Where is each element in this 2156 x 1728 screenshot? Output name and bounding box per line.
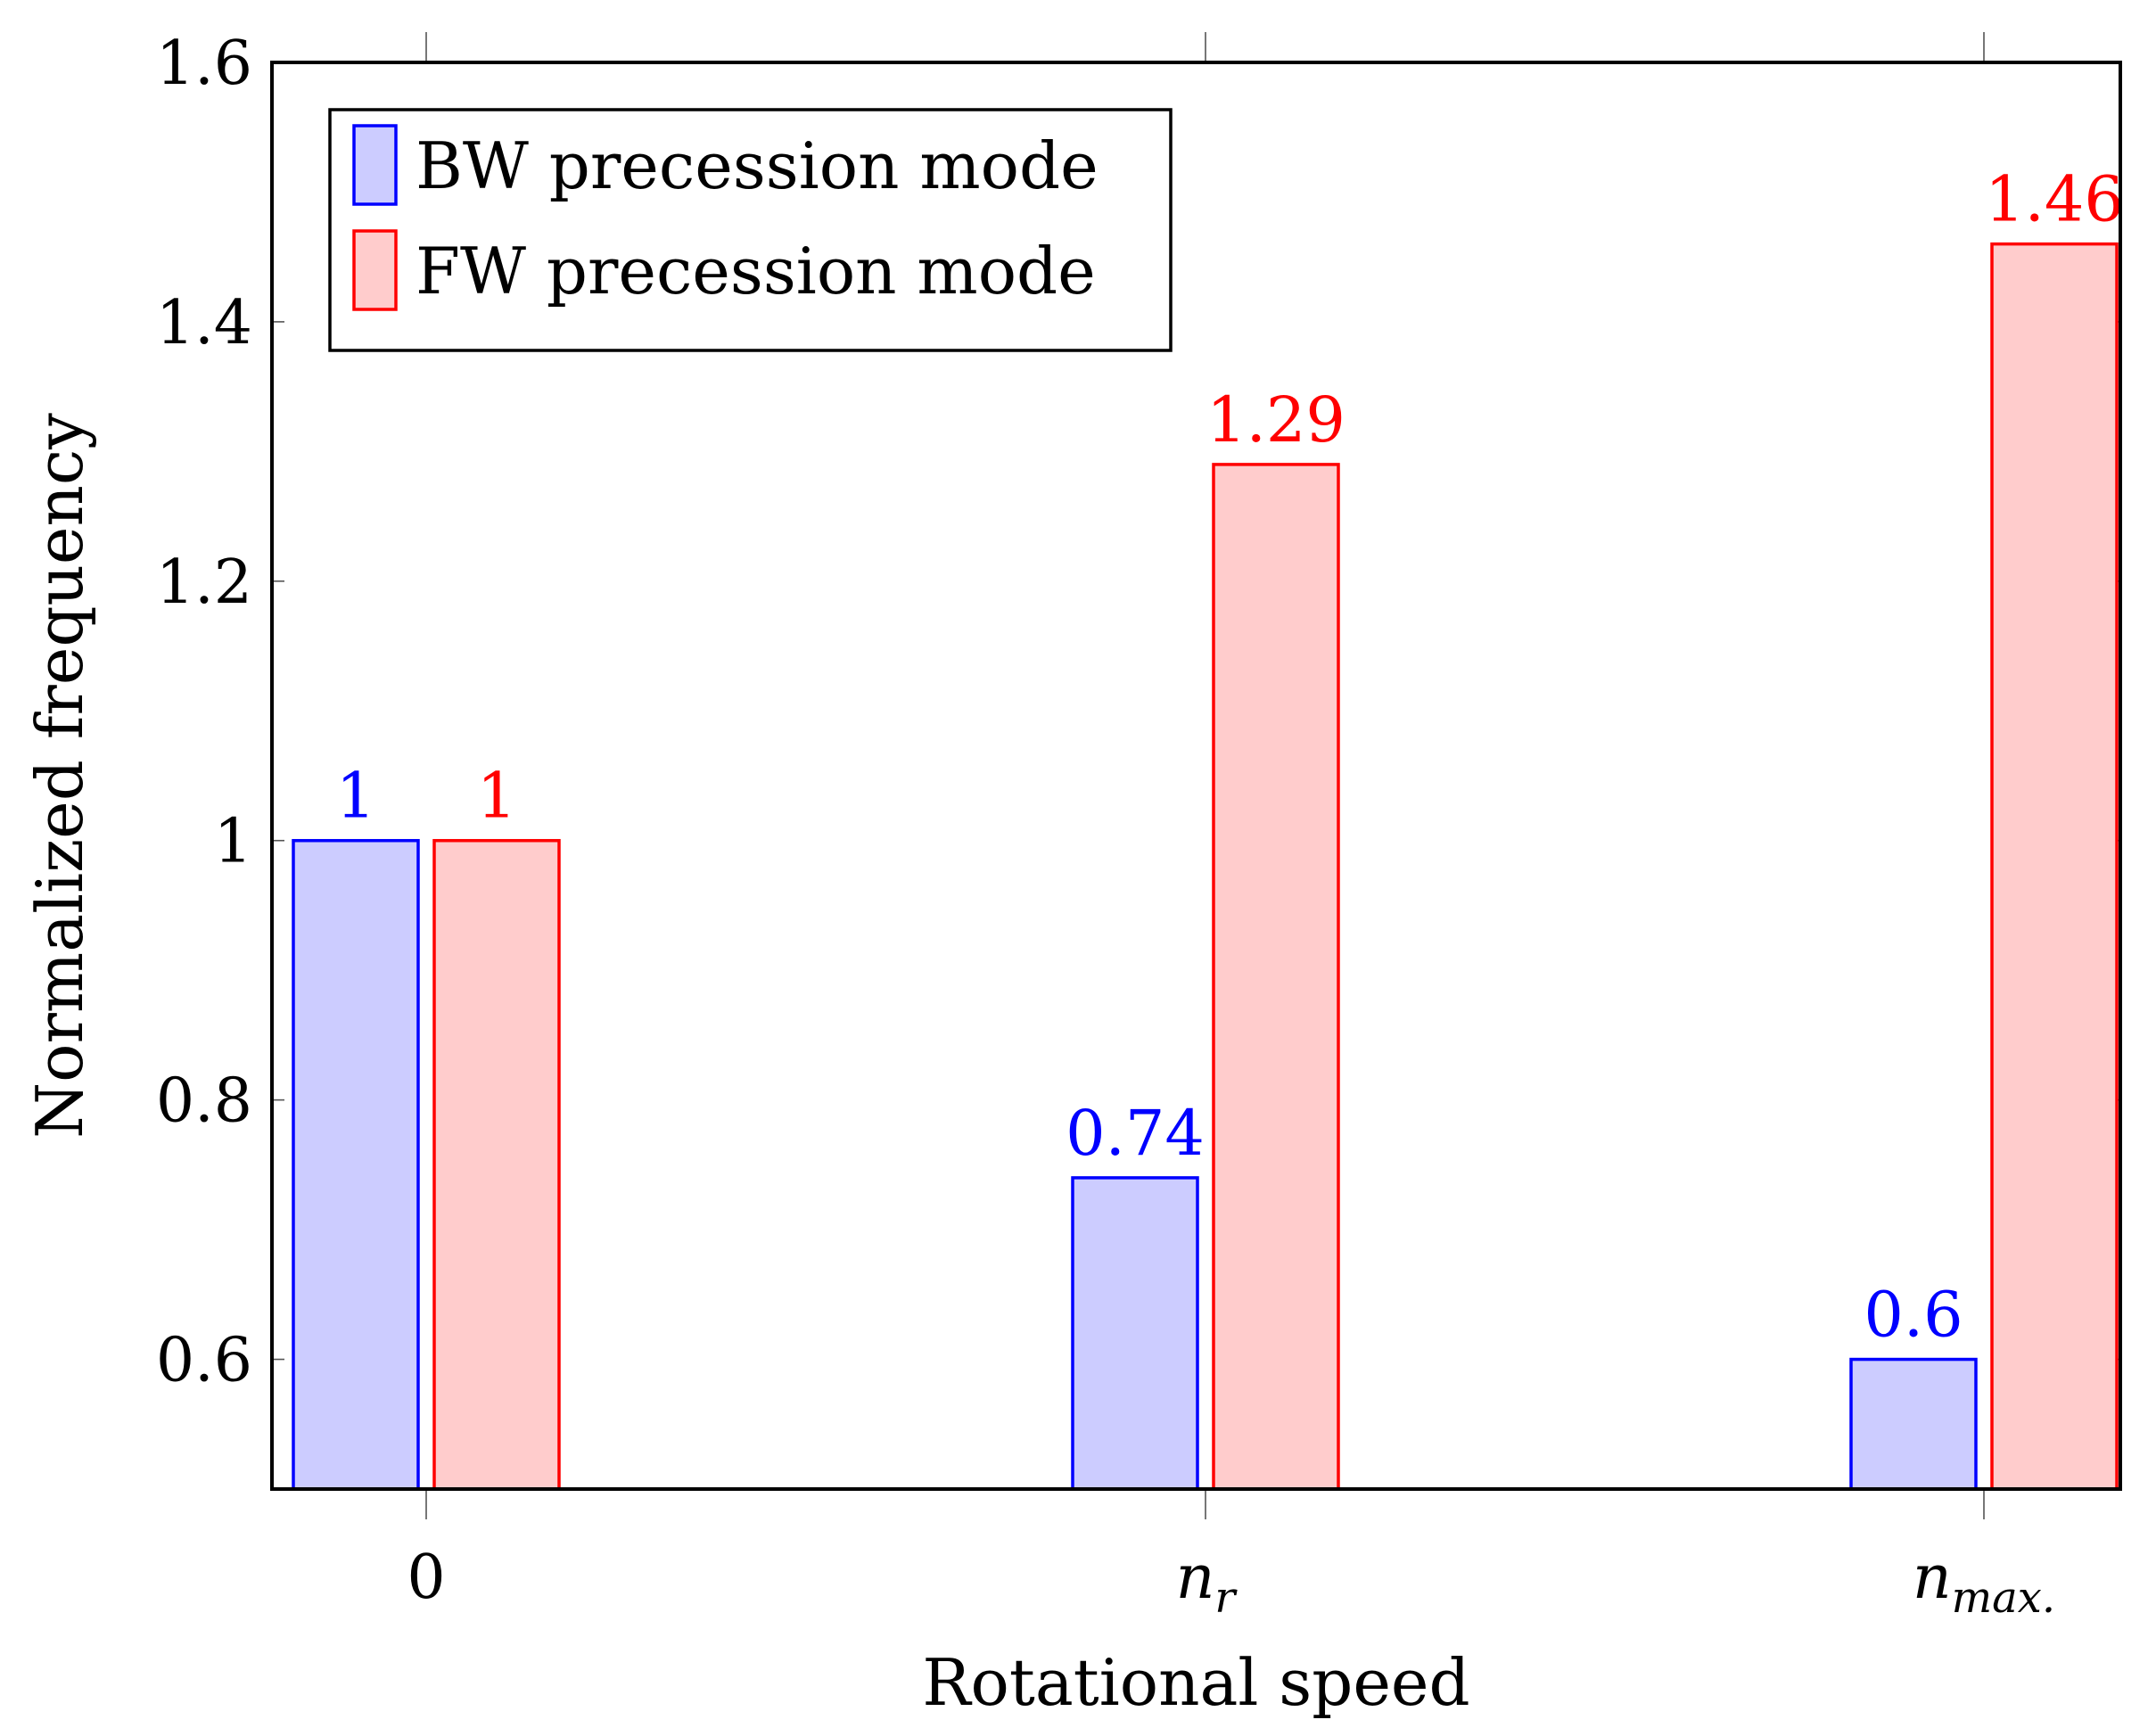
bar-bw — [1071, 1176, 1199, 1491]
x-tick-labels: 0 nr nmax. — [407, 1543, 2055, 1623]
x-tick-label: nr — [1176, 1543, 1238, 1623]
y-axis-title: Normalized frequency — [22, 413, 97, 1139]
y-tick-label: 0.8 — [156, 1066, 252, 1137]
bars — [292, 242, 2119, 1491]
y-tick-label: 1.4 — [156, 288, 252, 358]
data-labels: 1 0.74 0.6 1 1.29 1.46 — [336, 163, 2124, 1352]
data-label: 1.46 — [1985, 163, 2124, 236]
bar-fw — [432, 838, 561, 1491]
data-label: 1.29 — [1206, 383, 1345, 457]
data-label: 0.6 — [1864, 1279, 1963, 1352]
legend-swatch-fw — [352, 229, 398, 311]
legend-swatch-bw — [352, 124, 398, 206]
x-tick-base: n — [1913, 1543, 1952, 1613]
y-tick-label: 1 — [214, 807, 252, 877]
bar-fw — [1212, 463, 1340, 1491]
x-tick-label: 0 — [407, 1543, 445, 1613]
x-tick-base: n — [1176, 1543, 1215, 1613]
data-label: 0.74 — [1066, 1097, 1205, 1170]
x-axis-title: Rotational speed — [922, 1645, 1469, 1720]
x-tick-subscript: r — [1214, 1573, 1238, 1623]
y-tick-labels: 0.6 0.8 1 1.2 1.4 1.6 — [156, 29, 252, 1396]
y-tick-label: 1.6 — [156, 29, 252, 99]
bar-bw — [292, 838, 420, 1491]
y-tick-label: 1.2 — [156, 547, 252, 618]
data-label: 1 — [477, 760, 517, 833]
plot-frame — [270, 61, 2122, 1491]
legend-label-fw: FW precession mode — [416, 234, 1096, 309]
y-tick-label: 0.6 — [156, 1326, 252, 1396]
x-tick-label: nmax. — [1913, 1543, 2055, 1623]
legend-label-bw: BW precession mode — [416, 128, 1099, 203]
legend-box — [328, 108, 1173, 352]
legend: BW precession mode FW precession mode — [328, 108, 1173, 352]
data-label: 1 — [336, 760, 376, 833]
bar-fw — [1990, 242, 2119, 1491]
x-tick-subscript: max. — [1952, 1573, 2055, 1623]
bar-bw — [1849, 1357, 1978, 1491]
